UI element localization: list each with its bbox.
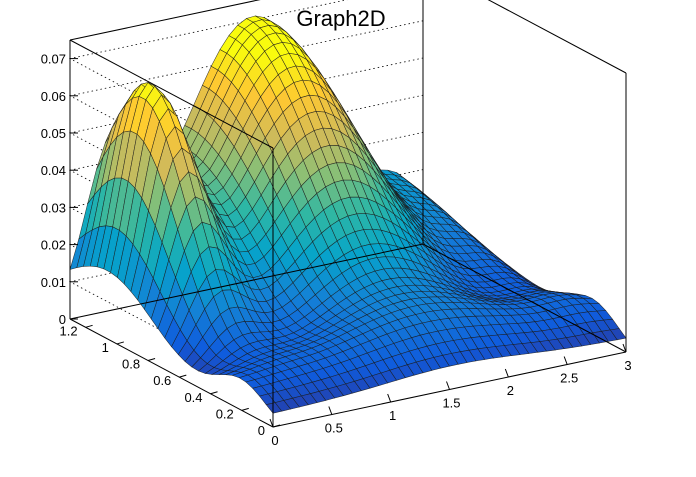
- z-tick-label: 0.04: [41, 163, 66, 178]
- y-tick-mark: [179, 374, 187, 378]
- z-tick-label: 0.03: [41, 200, 66, 215]
- y-tick-mark: [116, 341, 124, 345]
- frame-edge: [487, 0, 627, 74]
- x-tick-mark: [269, 418, 274, 428]
- x-tick-mark: [446, 381, 450, 390]
- y-tick-mark: [147, 358, 156, 362]
- frame-edge: [69, 39, 274, 149]
- y-tick-label: 0.2: [216, 406, 234, 421]
- z-tick-label: 0.07: [41, 52, 66, 67]
- y-tick-label: 0.6: [153, 373, 171, 388]
- x-tick-label: 3: [624, 358, 631, 373]
- x-tick-mark: [387, 393, 392, 403]
- z-tick-label: 0.06: [41, 89, 66, 104]
- z-tick-label: 0: [59, 312, 66, 327]
- x-tick-mark: [563, 356, 568, 365]
- x-tick-mark: [328, 406, 333, 415]
- frame-edge: [69, 318, 274, 428]
- y-tick-label: 1.2: [60, 323, 78, 338]
- x-tick-label: 2: [507, 383, 514, 398]
- x-tick-label: 1: [389, 408, 396, 423]
- axis-ticks: 0 0.01 0.02 0.03 0.04 0.05 0.06 0.07 0 0.2 0.4 0.6 0…: [41, 52, 632, 448]
- y-tick-label: 1: [102, 340, 109, 355]
- x-tick-mark: [504, 368, 509, 378]
- y-tick-mark: [272, 424, 281, 428]
- y-tick-label: 0.8: [122, 357, 140, 372]
- y-tick-mark: [85, 324, 93, 328]
- surface-mesh: [69, 15, 627, 414]
- frame-edge: [69, 0, 261, 41]
- surface-cell: [609, 328, 627, 341]
- z-tick-label: 0.01: [41, 275, 66, 290]
- x-tick-label: 0: [271, 433, 278, 448]
- x-tick-label: 0.5: [325, 421, 343, 436]
- z-tick-label: 0.02: [41, 238, 66, 253]
- x-tick-label: 1.5: [442, 396, 460, 411]
- chart-title: Graph2D: [296, 6, 385, 31]
- x-tick-label: 2.5: [560, 371, 578, 386]
- x-tick-mark: [622, 343, 627, 353]
- z-tick-label: 0.05: [41, 126, 66, 141]
- y-tick-mark: [241, 407, 249, 411]
- y-tick-label: 0: [258, 423, 265, 438]
- frame-edge: [422, 243, 627, 353]
- y-tick-mark: [210, 391, 218, 395]
- frame-edge: [69, 243, 424, 320]
- y-tick-label: 0.4: [184, 390, 202, 405]
